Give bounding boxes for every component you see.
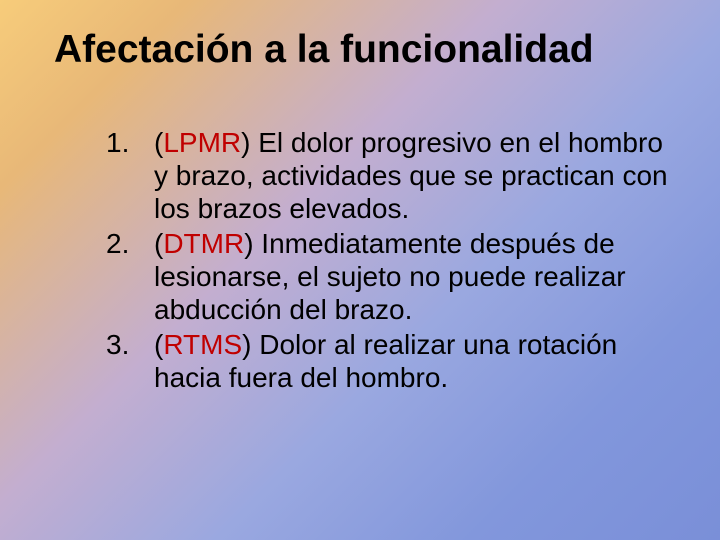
- slide-title: Afectación a la funcionalidad: [54, 28, 674, 72]
- paren-open: (: [154, 228, 163, 259]
- abbreviation: RTMS: [163, 329, 242, 360]
- paren-close: ): [244, 228, 253, 259]
- numbered-list: (LPMR) El dolor progresivo en el hombro …: [46, 126, 674, 394]
- paren-open: (: [154, 329, 163, 360]
- list-item: (LPMR) El dolor progresivo en el hombro …: [106, 126, 674, 225]
- list-item: (RTMS) Dolor al realizar una rotación ha…: [106, 328, 674, 394]
- list-item: (DTMR) Inmediatamente después de lesiona…: [106, 227, 674, 326]
- paren-open: (: [154, 127, 163, 158]
- abbreviation: DTMR: [163, 228, 244, 259]
- slide: Afectación a la funcionalidad (LPMR) El …: [0, 0, 720, 540]
- abbreviation: LPMR: [163, 127, 241, 158]
